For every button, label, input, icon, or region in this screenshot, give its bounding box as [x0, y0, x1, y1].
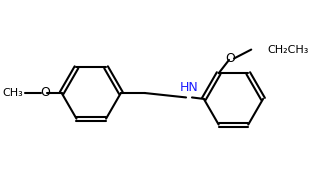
Text: HN: HN [180, 81, 198, 94]
Text: CH₂CH₃: CH₂CH₃ [267, 45, 309, 54]
Text: O: O [225, 52, 235, 65]
Text: O: O [40, 86, 50, 100]
Text: CH₃: CH₃ [2, 88, 23, 98]
